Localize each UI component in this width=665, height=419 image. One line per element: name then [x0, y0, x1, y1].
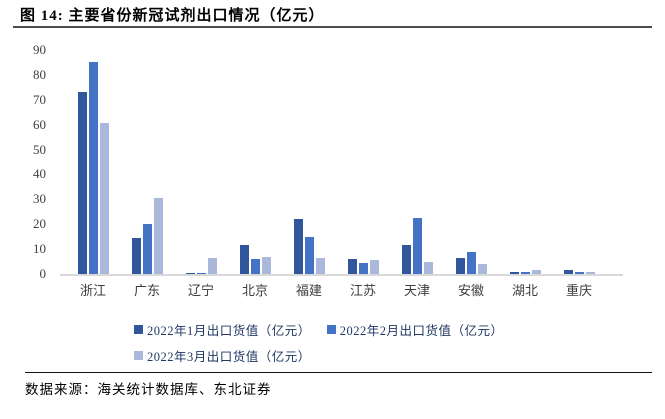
y-tick-label: 50 [33, 141, 46, 157]
x-axis-label-辽宁: 辽宁 [187, 283, 214, 298]
bar-浙江-series1 [77, 92, 87, 274]
legend-item-series2: 2022年2月出口货值（亿元） [326, 320, 504, 339]
legend-swatch-icon [134, 324, 143, 334]
y-tick-label: 30 [33, 191, 46, 207]
bar-湖北-series2 [520, 271, 530, 274]
bar-广东-series3 [153, 198, 163, 274]
legend-swatch-icon [134, 350, 143, 360]
bar-北京-series3 [261, 257, 271, 274]
bar-重庆-series2 [574, 271, 584, 274]
legend-label: 2022年2月出口货值（亿元） [339, 323, 504, 338]
y-tick-label: 70 [33, 91, 46, 107]
bar-湖北-series3 [531, 269, 541, 274]
figure-title: 图 14: 主要省份新冠试剂出口情况（亿元） [20, 8, 325, 24]
bar-辽宁-series1 [185, 273, 195, 274]
bar-福建-series1 [293, 219, 303, 274]
bar-天津-series3 [423, 262, 433, 274]
title-divider [13, 26, 652, 28]
x-axis-label-福建: 福建 [295, 283, 322, 298]
bar-天津-series2 [412, 218, 422, 274]
legend-label: 2022年1月出口货值（亿元） [147, 323, 311, 338]
bar-浙江-series3 [99, 123, 109, 274]
bar-天津-series1 [401, 245, 411, 274]
legend-row: 2022年1月出口货值（亿元） 2022年2月出口货值（亿元） [134, 316, 520, 342]
bar-福建-series3 [315, 258, 325, 274]
bar-安徽-series1 [455, 257, 465, 274]
x-axis-label-浙江: 浙江 [79, 283, 106, 298]
y-tick-label: 10 [33, 241, 46, 257]
x-axis-label-安徽: 安徽 [457, 283, 484, 298]
bar-安徽-series3 [477, 263, 487, 274]
legend-swatch-icon [326, 324, 336, 334]
legend-label: 2022年3月出口货值（亿元） [147, 349, 311, 364]
legend-item-series3: 2022年3月出口货值（亿元） [134, 346, 311, 365]
y-tick-label: 20 [33, 216, 46, 232]
bar-辽宁-series2 [196, 273, 206, 274]
bar-浙江-series2 [88, 62, 98, 274]
y-tick-label: 60 [33, 116, 46, 132]
bar-北京-series1 [239, 245, 249, 274]
source-divider [25, 372, 652, 373]
x-axis-label-广东: 广东 [133, 283, 160, 298]
bar-重庆-series3 [585, 272, 595, 274]
legend-row: 2022年3月出口货值（亿元） [134, 342, 520, 368]
x-axis-label-天津: 天津 [403, 283, 430, 298]
y-tick-label: 40 [33, 166, 46, 182]
chart-legend: 2022年1月出口货值（亿元） 2022年2月出口货值（亿元） 2022年3月出口货… [134, 316, 520, 368]
bar-安徽-series2 [466, 251, 476, 274]
x-axis-label-北京: 北京 [241, 283, 268, 298]
x-axis-label-江苏: 江苏 [349, 283, 376, 298]
legend-item-series1: 2022年1月出口货值（亿元） [134, 320, 311, 339]
plot-area [60, 50, 623, 276]
bar-江苏-series1 [347, 259, 357, 274]
bar-广东-series2 [142, 224, 152, 274]
bar-重庆-series1 [563, 270, 573, 274]
bar-北京-series2 [250, 259, 260, 274]
bar-湖北-series1 [509, 271, 519, 274]
bar-chart: 0 10 20 30 40 50 60 70 80 90 浙江 广东 辽宁 北京 福建 江苏 天津 安徽 湖北 重庆… [33, 42, 623, 368]
bar-江苏-series3 [369, 259, 379, 274]
y-tick-label: 80 [33, 66, 46, 82]
y-tick-label: 0 [39, 266, 47, 281]
x-axis-label-重庆: 重庆 [565, 283, 592, 298]
bar-福建-series2 [304, 237, 314, 274]
bar-广东-series1 [131, 237, 141, 274]
x-axis-label-湖北: 湖北 [511, 283, 538, 298]
y-tick-label: 90 [33, 42, 46, 57]
bar-江苏-series2 [358, 262, 368, 274]
bar-辽宁-series3 [207, 257, 217, 274]
data-source: 数据来源：海关统计数据库、东北证券 [25, 382, 272, 397]
